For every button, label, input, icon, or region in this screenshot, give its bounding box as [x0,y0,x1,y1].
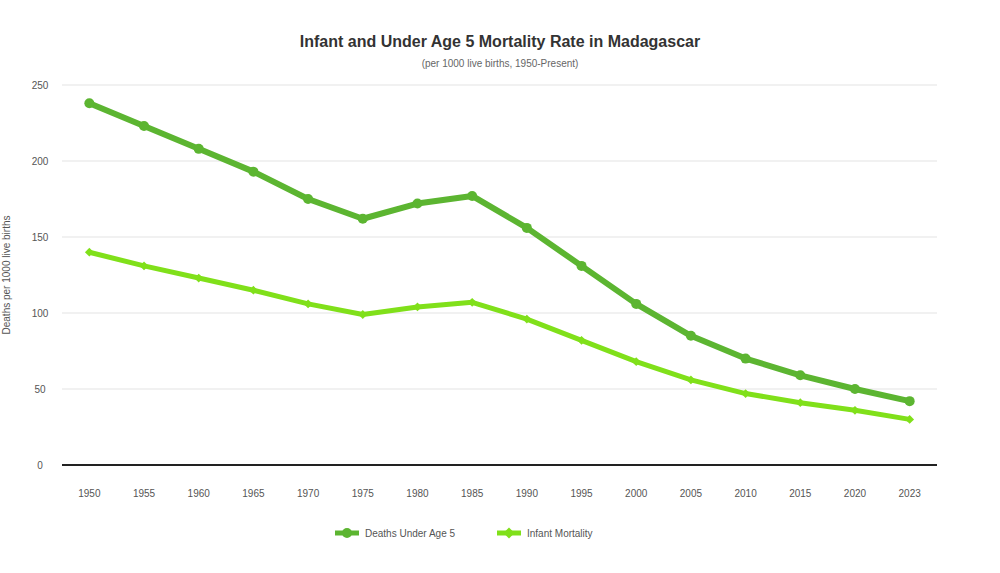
series-point [905,396,915,406]
series-point [795,370,805,380]
legend-marker [504,528,515,539]
chart: Infant and Under Age 5 Mortality Rate in… [0,0,1000,573]
legend-label: Deaths Under Age 5 [365,528,455,539]
x-tick-label: 2005 [680,488,703,499]
x-tick-label: 1955 [133,488,156,499]
series-point [577,336,586,345]
x-tick-label: 1975 [352,488,375,499]
series-point [631,299,641,309]
series-point [796,398,805,407]
series-point [850,384,860,394]
series-point [248,167,258,177]
series-line [89,103,909,401]
x-tick-label: 1995 [570,488,593,499]
series-point [140,261,149,270]
x-tick-label: 1985 [461,488,484,499]
x-tick-label: 1950 [78,488,101,499]
y-tick-label: 0 [37,460,43,471]
x-axis-line [62,464,937,466]
series-point [686,331,696,341]
series-point [194,274,203,283]
series-point [194,144,204,154]
legend-label: Infant Mortality [527,528,593,539]
legend-marker [342,528,352,538]
series-point [468,298,477,307]
series-point [741,354,751,364]
grid-line [62,389,937,390]
series-point [412,199,422,209]
series-point [304,299,313,308]
series-point [687,375,696,384]
series-point [632,357,641,366]
background [0,0,1000,573]
y-tick-label: 200 [32,156,49,167]
series-point [249,286,258,295]
series-point [522,223,532,233]
grid-line [62,161,937,162]
series-point [467,191,477,201]
y-tick-label: 250 [32,80,49,91]
series-line [89,252,909,419]
series-point [577,261,587,271]
x-tick-label: 2010 [734,488,757,499]
y-axis-label: Deaths per 1000 live births [1,216,12,335]
series-point [84,98,94,108]
series-point [851,406,860,415]
x-tick-label: 1960 [188,488,211,499]
subtitle: (per 1000 live births, 1950-Present) [422,58,579,69]
series-point [303,194,313,204]
plot-area [84,98,914,424]
series-point [905,415,914,424]
series-point [85,248,94,257]
series-point [139,121,149,131]
series-point [358,214,368,224]
grid-line [62,237,937,238]
x-tick-label: 2023 [899,488,922,499]
grid-line [62,85,937,86]
series-point [522,315,531,324]
y-tick-label: 100 [32,308,49,319]
x-tick-label: 2015 [789,488,812,499]
title: Infant and Under Age 5 Mortality Rate in… [300,33,700,50]
series-point [358,310,367,319]
x-tick-label: 2000 [625,488,648,499]
x-tick-label: 2020 [844,488,867,499]
x-tick-label: 1990 [516,488,539,499]
series-point [741,389,750,398]
y-tick-label: 150 [32,232,49,243]
x-tick-label: 1980 [406,488,429,499]
x-tick-label: 1965 [242,488,265,499]
series-point [413,303,422,312]
y-tick-label: 50 [34,384,46,395]
x-tick-label: 1970 [297,488,320,499]
